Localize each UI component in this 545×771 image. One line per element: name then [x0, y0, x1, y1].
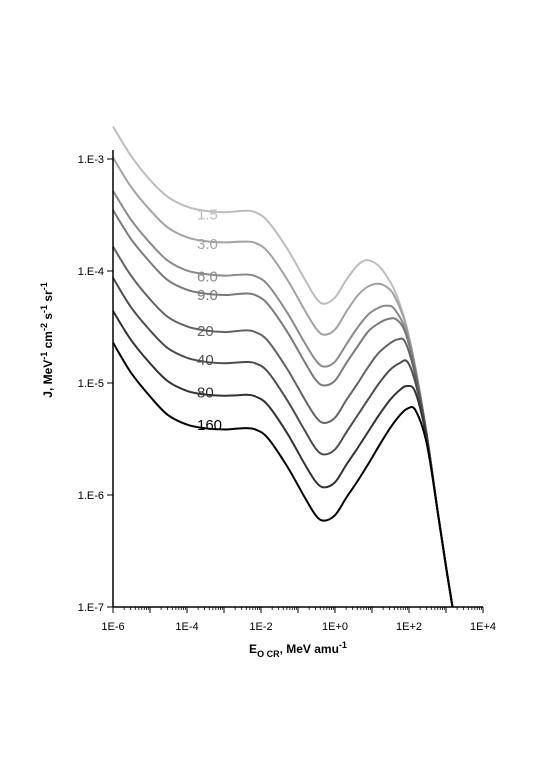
series-label-6.0: 6.0 [197, 269, 218, 286]
series-line-3.0 [112, 157, 454, 608]
x-axis-title: EO CR, MeV amu-1 [249, 640, 347, 659]
series-label-9.0: 9.0 [197, 287, 218, 304]
axes-group: 1E-6 1E-4 1E-2 1E+0 1E+2 1E+4 1.E-7 1.E-6 1.E-5 1… [78, 150, 496, 633]
series-line-6.0 [112, 190, 454, 608]
y-tick-label: 1.E-5 [78, 378, 104, 390]
y-axis-title: J, MeV-1 cm-2 s-1 sr-1 [39, 282, 55, 397]
curves-group [112, 125, 454, 608]
x-tick-label: 1E+0 [322, 621, 348, 633]
series-label-80: 80 [197, 385, 214, 402]
series-line-20 [112, 246, 454, 608]
x-tick-label: 1E-4 [175, 621, 198, 633]
y-tick-label: 1.E-6 [78, 490, 104, 502]
y-tick-label: 1.E-7 [78, 602, 104, 614]
series-line-40 [112, 277, 454, 608]
x-tick-label: 1E-6 [101, 621, 124, 633]
series-line-80 [112, 310, 454, 608]
x-tick-label: 1E+4 [470, 621, 496, 633]
x-tick-label: 1E+2 [396, 621, 422, 633]
y-tick-label: 1.E-4 [78, 266, 104, 278]
x-tick-label: 1E-2 [249, 621, 272, 633]
series-line-160 [112, 341, 454, 608]
series-label-1.5: 1.5 [197, 206, 218, 223]
series-line-1.5 [112, 125, 454, 608]
y-tick-label: 1.E-3 [78, 154, 104, 166]
series-label-160: 160 [197, 417, 222, 434]
series-label-20: 20 [197, 323, 214, 340]
series-line-9.0 [112, 209, 454, 608]
series-label-3.0: 3.0 [197, 236, 218, 253]
series-label-40: 40 [197, 352, 214, 369]
curve-labels-group: 1.5 3.0 6.09.0 20 40 80 160 [197, 206, 222, 434]
